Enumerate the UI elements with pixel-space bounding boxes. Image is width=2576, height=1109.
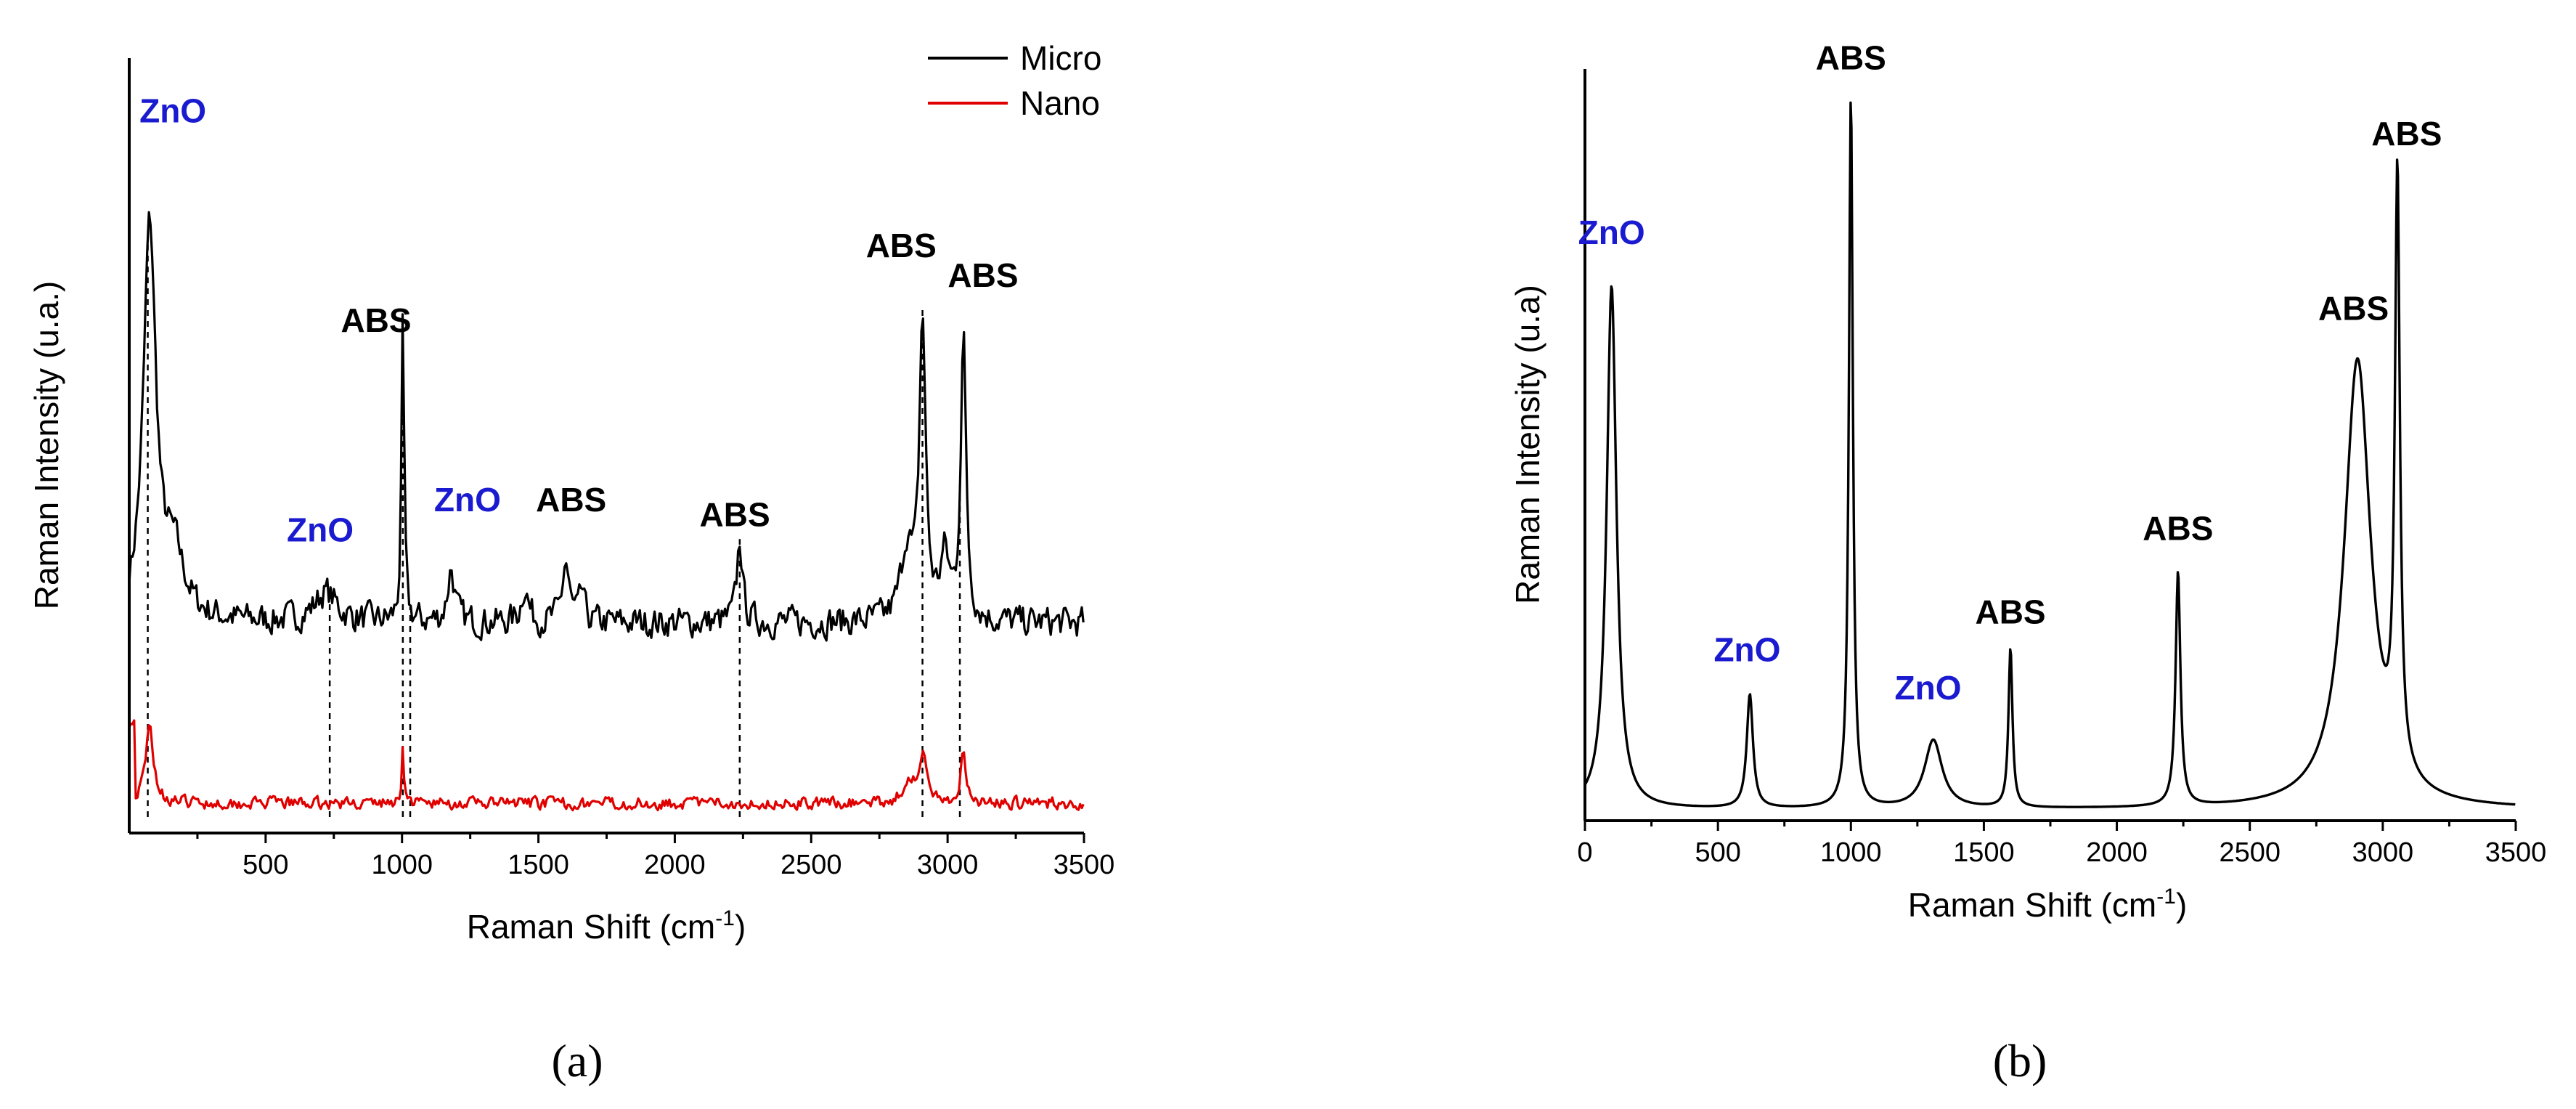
- panel-b-label: (b): [1993, 1035, 2047, 1086]
- peak-label-zno: ZnO: [1578, 214, 1645, 251]
- x-tick-label: 0: [1577, 837, 1592, 868]
- panel-a-legend: Micro Nano: [928, 39, 1101, 122]
- peak-label-abs: ABS: [1816, 38, 1886, 76]
- x-tick-label: 2500: [2219, 837, 2281, 868]
- peak-label-abs: ABS: [536, 481, 606, 519]
- peak-label-abs: ABS: [947, 256, 1018, 294]
- x-tick-label: 3000: [2352, 837, 2414, 868]
- x-tick-label: 1500: [1953, 837, 2015, 868]
- panel-a-x-ticks: 500 1000 1500 2000 2500 3000 3500: [196, 833, 1115, 880]
- panel-b-x-ticks: 0 500 1000 1500 2000 2500 3000 3500: [1577, 821, 2546, 868]
- x-tick-label: 2500: [780, 850, 842, 880]
- peak-label-zno: ZnO: [1713, 631, 1780, 669]
- panel-a-series: [128, 211, 1085, 812]
- peak-label-abs: ABS: [2318, 289, 2389, 327]
- panel-a-label: (a): [551, 1035, 603, 1086]
- series-micro-line: [128, 211, 1085, 642]
- peak-label-abs: ABS: [2371, 115, 2442, 153]
- peak-label-zno: ZnO: [287, 511, 354, 548]
- x-tick-label: 3000: [917, 850, 979, 880]
- panel-b-y-axis-label: Raman Intensity (u.a): [1509, 285, 1546, 604]
- peak-label-abs: ABS: [700, 496, 770, 534]
- peak-label-zno: ZnO: [434, 481, 501, 519]
- panel-a-reference-lines: [147, 242, 961, 817]
- x-tick-label: 3500: [1053, 850, 1115, 880]
- x-tick-label: 1000: [371, 850, 433, 880]
- panel-a-annotations: ZnO ABS ZnO ZnO ABS ABS ABS ABS: [139, 92, 1018, 549]
- peak-label-abs: ABS: [866, 227, 937, 264]
- x-tick-label: 2000: [2086, 837, 2148, 868]
- peak-label-zno: ZnO: [1895, 669, 1962, 707]
- panel-b-series: [1583, 101, 2516, 808]
- x-tick-label: 2000: [644, 850, 706, 880]
- panel-b-annotations: ZnO ZnO ABS ZnO ABS ABS ABS ABS: [1578, 38, 2442, 706]
- peak-label-abs: ABS: [2143, 509, 2213, 547]
- legend-micro-label: Micro: [1020, 39, 1101, 77]
- series-nano-line: [128, 719, 1085, 812]
- x-tick-label: 500: [1695, 837, 1740, 868]
- panel-b-chart: 0 500 1000 1500 2000 2500 3000 3500 ZnOZnOABSZn…: [1509, 38, 2546, 1086]
- series-spectrum-line: [1583, 101, 2516, 808]
- x-tick-label: 1000: [1820, 837, 1882, 868]
- peak-label-zno: ZnO: [139, 92, 206, 130]
- panel-a-chart: 500 1000 1500 2000 2500 3000 3500 ZnOABSZnOZnO…: [28, 39, 1114, 1086]
- panel-b-x-axis-label: Raman Shift (cm-1): [1908, 885, 2188, 924]
- peak-label-abs: ABS: [341, 301, 411, 339]
- panel-a-y-axis-label: Raman Intensity (u.a.): [28, 281, 65, 610]
- x-tick-label: 500: [242, 850, 288, 880]
- legend-nano-label: Nano: [1020, 84, 1100, 122]
- x-tick-label: 3500: [2485, 837, 2547, 868]
- panel-a-x-axis-label: Raman Shift (cm-1): [467, 906, 746, 946]
- peak-label-abs: ABS: [1975, 593, 2045, 630]
- x-tick-label: 1500: [508, 850, 569, 880]
